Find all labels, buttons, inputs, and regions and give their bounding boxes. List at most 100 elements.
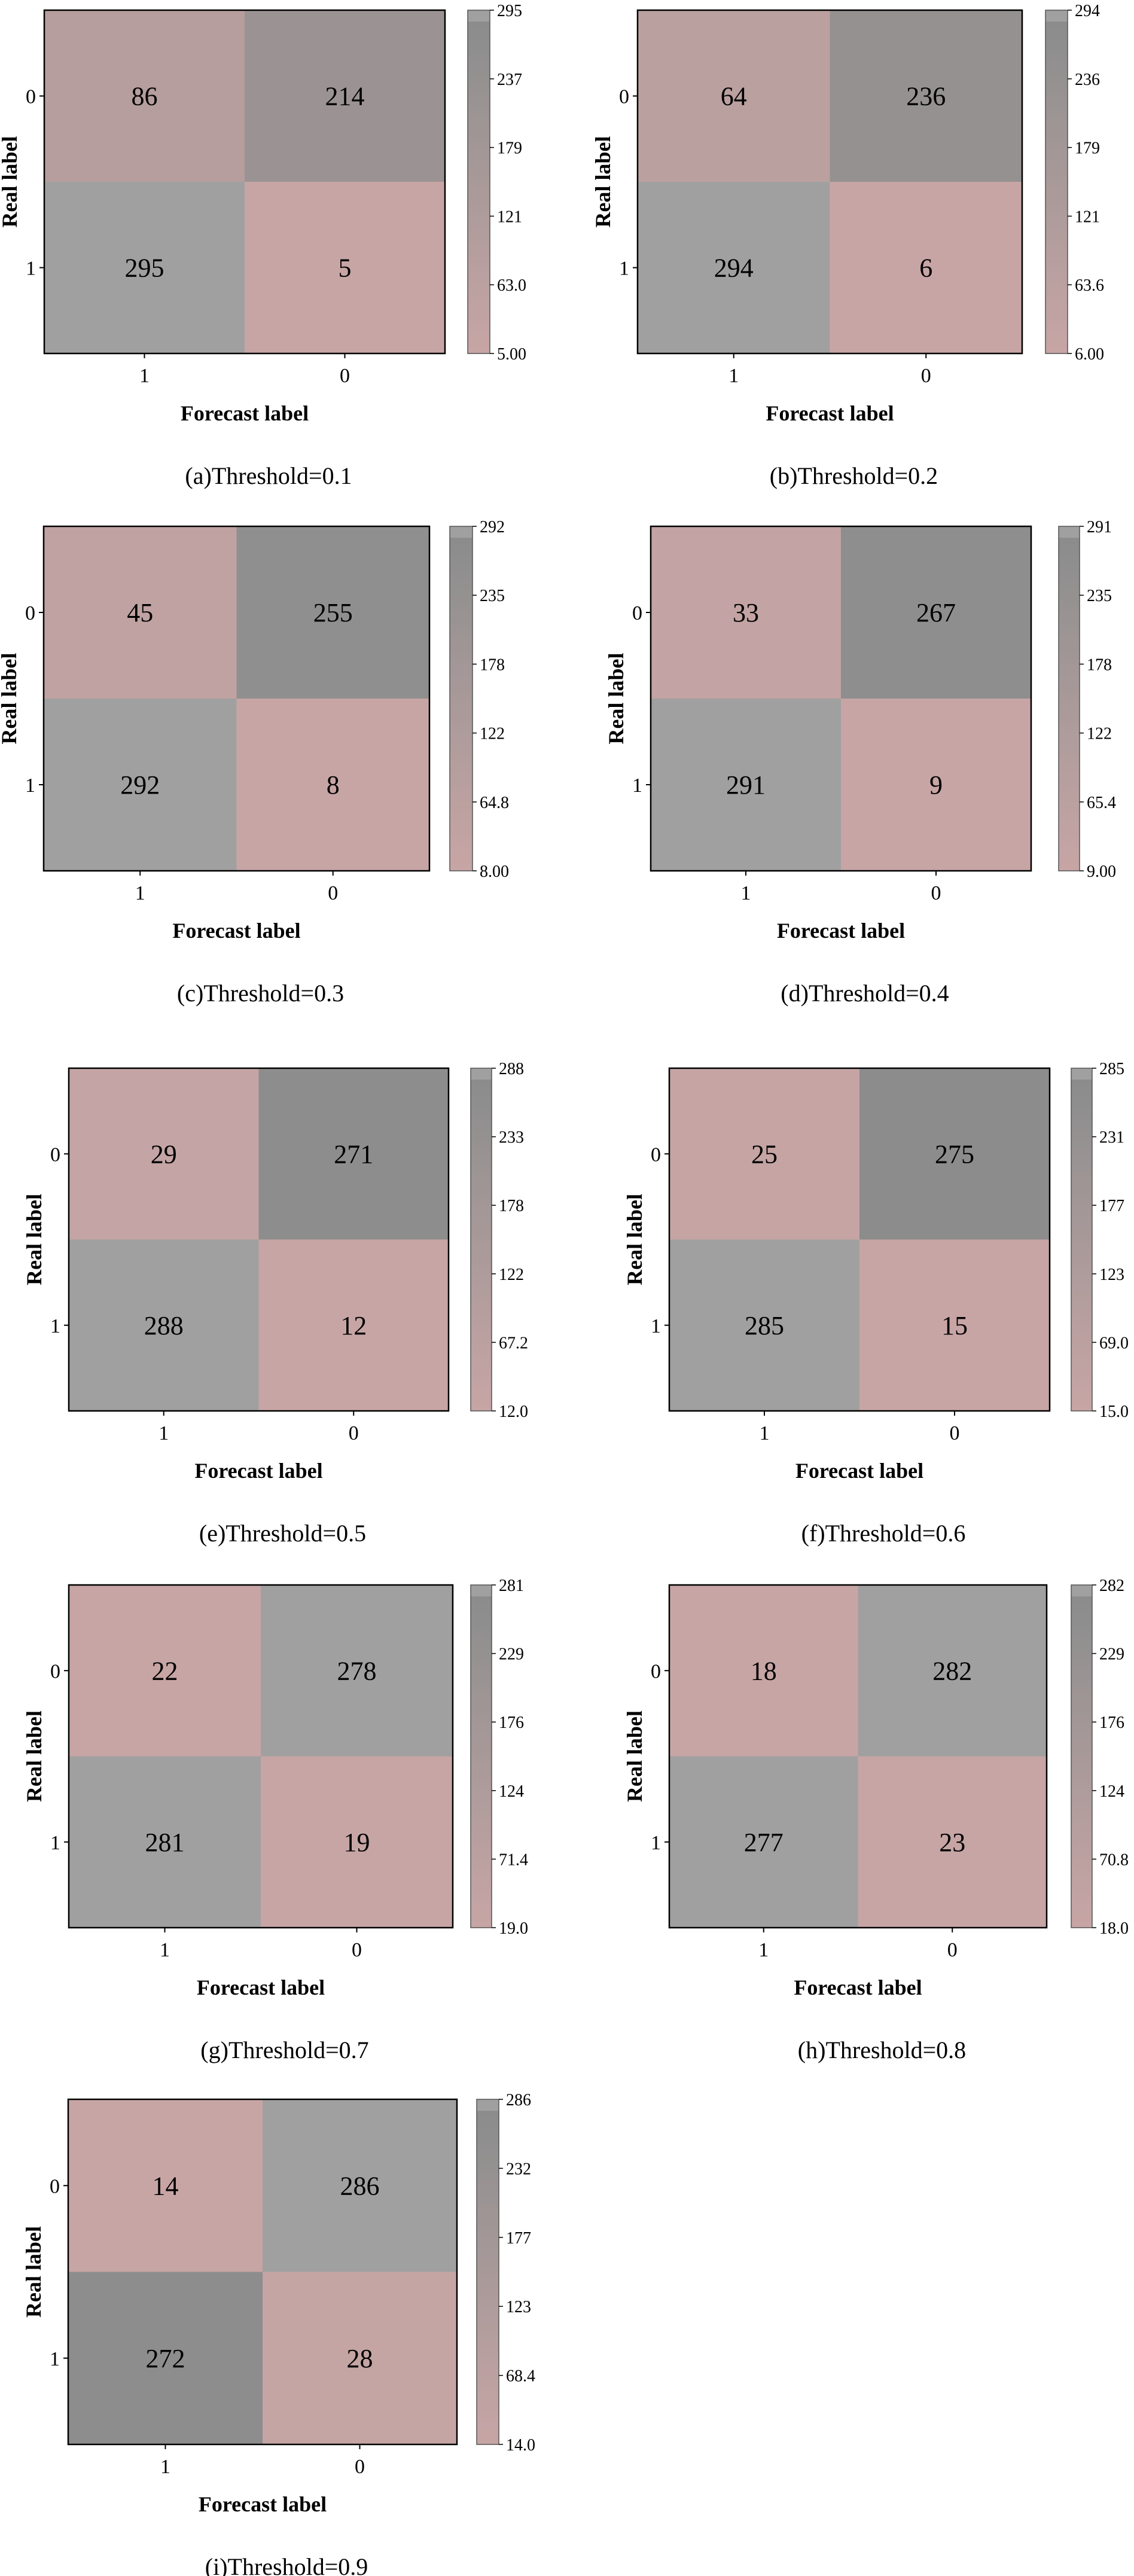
colorbar-tick-label: 176 <box>1099 1714 1124 1732</box>
colorbar-segment <box>450 538 472 544</box>
colorbar-segment <box>477 2381 499 2388</box>
colorbar-segment <box>1071 1813 1092 1820</box>
colorbar-segment <box>450 796 472 803</box>
colorbar-segment <box>471 1624 492 1631</box>
y-tick-label: 0 <box>651 1660 661 1682</box>
colorbar-tick-label: 121 <box>497 208 522 226</box>
x-tick-label: 1 <box>728 365 739 387</box>
cell-value-label: 292 <box>120 770 160 800</box>
colorbar-segment <box>1045 158 1068 165</box>
colorbar-segment <box>471 1830 492 1837</box>
colorbar-segment <box>471 1876 492 1883</box>
cell-value-label: 271 <box>334 1139 373 1169</box>
colorbar-segment <box>477 2364 499 2370</box>
cell-value-label: 9 <box>929 770 943 800</box>
colorbar-tick-label: 68.4 <box>506 2367 535 2386</box>
colorbar-segment <box>468 44 490 51</box>
heatmap-cell <box>830 182 1022 353</box>
heatmap-cell <box>651 699 841 871</box>
colorbar-segment <box>471 1405 492 1412</box>
colorbar-tick-label: 235 <box>480 587 505 605</box>
cell-value-label: 18 <box>751 1656 777 1685</box>
colorbar-segment <box>1071 1308 1092 1315</box>
colorbar-segment <box>1071 1665 1092 1671</box>
colorbar-segment <box>471 1291 492 1297</box>
x-axis-label: Forecast label <box>181 401 309 425</box>
colorbar-segment <box>1071 1325 1092 1331</box>
colorbar-segment <box>468 50 490 57</box>
colorbar-tick-label: 123 <box>506 2298 531 2316</box>
colorbar-segment <box>468 279 490 285</box>
colorbar-segment <box>1045 102 1068 108</box>
x-tick-label: 0 <box>349 1422 359 1444</box>
panel-caption: (i)Threshold=0.9 <box>205 2553 368 2576</box>
y-tick-label: 1 <box>651 1315 661 1337</box>
colorbar-segment <box>450 779 472 785</box>
plot-frame <box>668 1067 1051 1412</box>
colorbar-segment <box>450 606 472 613</box>
colorbar-segment <box>1045 330 1068 337</box>
panel-caption: (d)Threshold=0.4 <box>781 980 949 1007</box>
colorbar-segment <box>1059 606 1080 613</box>
heatmap-cell <box>858 1585 1047 1757</box>
colorbar-segment <box>450 859 472 865</box>
colorbar-segment <box>477 2294 499 2301</box>
heatmap-cell <box>44 526 237 699</box>
colorbar-segment <box>450 836 472 843</box>
colorbar-segment <box>1071 1359 1092 1366</box>
colorbar-segment <box>471 1727 492 1734</box>
y-tick-label: 1 <box>619 258 629 280</box>
colorbar-segment <box>477 2151 499 2157</box>
plot-frame <box>43 9 446 355</box>
colorbar-tick-label: 178 <box>499 1197 524 1215</box>
colorbar-segment <box>1045 205 1068 211</box>
colorbar-segment <box>1071 1239 1092 1246</box>
x-tick-label: 0 <box>340 365 350 387</box>
colorbar-frame <box>449 526 473 871</box>
colorbar-segment <box>450 693 472 699</box>
colorbar-segment <box>1071 1342 1092 1349</box>
colorbar-segment <box>1071 1727 1092 1734</box>
colorbar-segment <box>471 1119 492 1126</box>
colorbar-segment <box>1071 1199 1092 1206</box>
y-tick-label: 0 <box>25 602 35 624</box>
colorbar-segment <box>1071 1382 1092 1389</box>
colorbar-segment <box>471 1848 492 1854</box>
colorbar-segment <box>1071 1608 1092 1614</box>
colorbar-segment <box>1071 1590 1092 1597</box>
colorbar-segment <box>1071 1682 1092 1688</box>
colorbar-segment <box>468 347 490 354</box>
colorbar-segment <box>471 1188 492 1194</box>
colorbar-segment <box>477 2231 499 2238</box>
cell-value-label: 33 <box>733 598 759 627</box>
cell-value-label: 28 <box>347 2344 373 2373</box>
plot-frame <box>650 525 1032 872</box>
cell-value-label: 29 <box>151 1139 177 1169</box>
colorbar-segment <box>1059 687 1080 693</box>
colorbar-tick-label: 233 <box>499 1129 524 1147</box>
colorbar-segment <box>1071 1262 1092 1269</box>
colorbar-segment <box>477 2375 499 2382</box>
colorbar-segment <box>477 2278 499 2284</box>
cell-value-label: 236 <box>906 82 946 111</box>
colorbar-segment <box>471 1853 492 1859</box>
colorbar-segment <box>1045 90 1068 97</box>
colorbar-segment <box>1071 1585 1092 1592</box>
colorbar-segment <box>1045 279 1068 285</box>
colorbar-segment <box>1059 538 1080 544</box>
colorbar-segment <box>471 1779 492 1785</box>
colorbar-segment <box>1045 56 1068 62</box>
colorbar-segment <box>1059 699 1080 705</box>
colorbar-segment <box>468 336 490 343</box>
colorbar-segment <box>1059 600 1080 607</box>
colorbar-segment <box>471 1371 492 1377</box>
colorbar-segment <box>468 84 490 91</box>
colorbar-segment <box>450 555 472 562</box>
colorbar-segment <box>1071 1785 1092 1791</box>
colorbar-segment <box>477 2105 499 2111</box>
colorbar-segment <box>1071 1630 1092 1637</box>
colorbar-segment <box>1045 239 1068 245</box>
colorbar-segment <box>450 629 472 636</box>
x-axis-label: Forecast label <box>199 2492 327 2516</box>
x-tick-label: 1 <box>135 882 145 904</box>
